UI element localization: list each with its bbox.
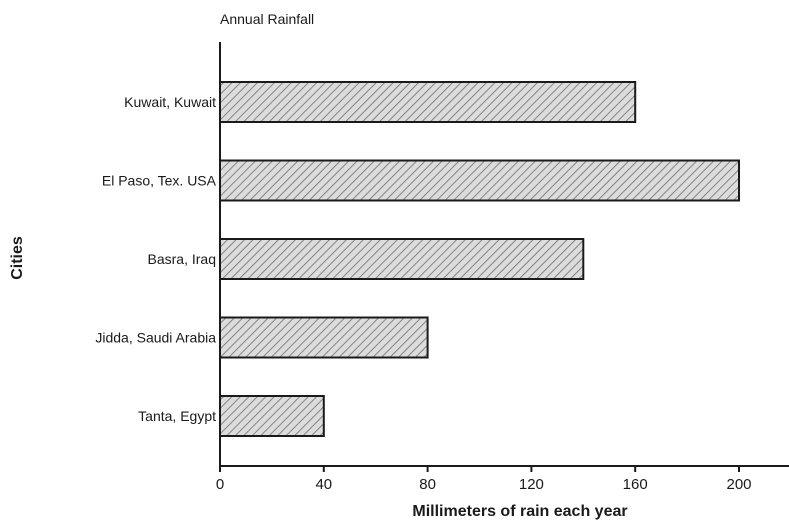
bars-layer — [219, 81, 740, 437]
chart-title: Annual Rainfall — [220, 11, 314, 27]
category-label-4: Tanta, Egypt — [138, 408, 216, 424]
category-label-1: El Paso, Tex. USA — [102, 173, 217, 189]
category-label-0: Kuwait, Kuwait — [124, 94, 216, 110]
category-labels: Kuwait, Kuwait El Paso, Tex. USA Basra, Ir… — [95, 94, 216, 424]
x-tick-label-2: 80 — [419, 476, 436, 493]
category-label-3: Jidda, Saudi Arabia — [95, 330, 216, 346]
bar-2 — [219, 238, 585, 280]
x-tick-label-0: 0 — [216, 476, 224, 493]
x-tick-label-4: 160 — [623, 476, 648, 493]
bar-3 — [219, 316, 429, 359]
x-axis-ticks: 0 40 80 120 160 200 — [216, 466, 752, 493]
bar-1 — [219, 159, 740, 202]
x-axis-title: Millimeters of rain each year — [412, 503, 627, 520]
category-label-2: Basra, Iraq — [148, 251, 216, 267]
x-tick-label-3: 120 — [519, 476, 544, 493]
y-axis-title: Cities — [9, 236, 26, 280]
bar-4 — [219, 395, 325, 437]
bar-0 — [219, 81, 637, 123]
x-tick-label-1: 40 — [315, 476, 332, 493]
x-tick-label-5: 200 — [726, 476, 751, 493]
